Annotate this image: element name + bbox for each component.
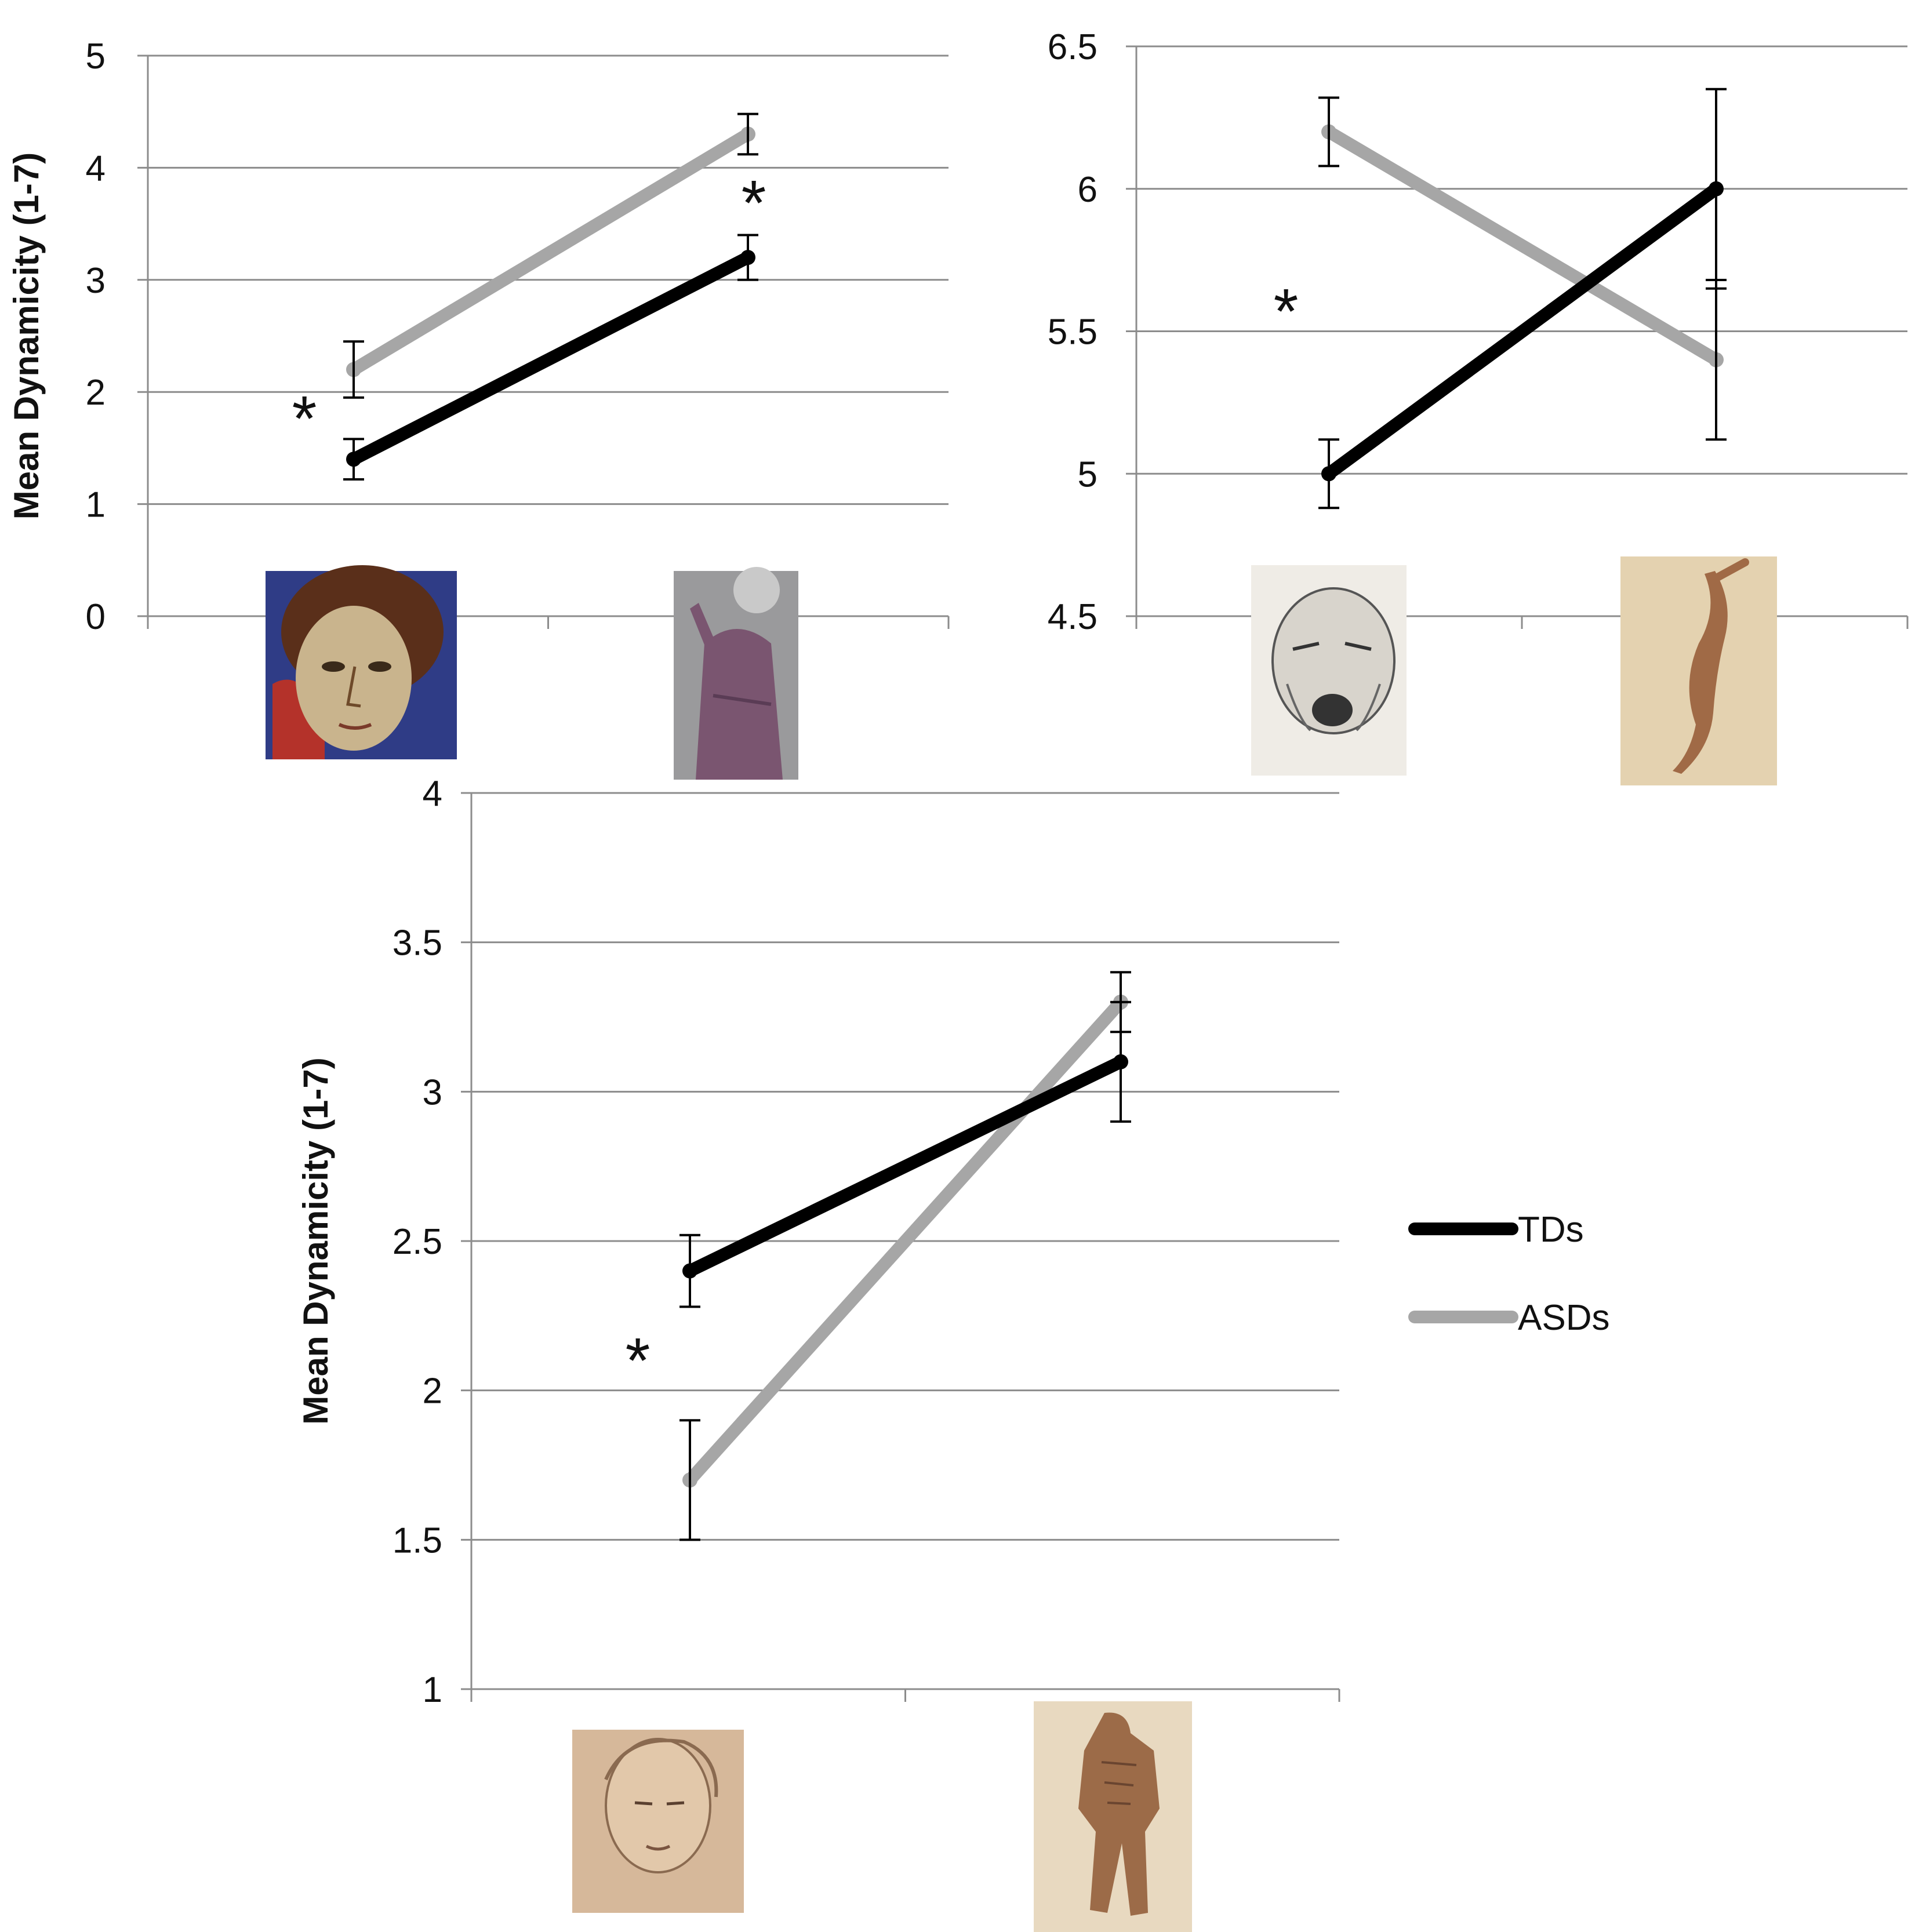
series-line-tds	[347, 251, 754, 466]
hair	[604, 1738, 718, 1798]
y-tick-label: 5	[1078, 454, 1098, 494]
y-tick-label: 0	[86, 597, 106, 637]
artwork-thumbnails	[266, 556, 1777, 1932]
artwork-leonardo-head	[1251, 565, 1407, 776]
series-line-asds	[1322, 125, 1723, 366]
y-tick-label: 1.5	[393, 1520, 442, 1560]
eye-right	[368, 661, 391, 672]
y-tick-label: 4	[86, 148, 106, 188]
y-tick-label: 1	[86, 485, 106, 525]
significance-star: *	[626, 1325, 651, 1396]
y-tick-label: 3.5	[393, 923, 442, 963]
series-line-tds	[1322, 182, 1723, 481]
y-tick-label: 4	[423, 774, 442, 814]
raised-arm	[1709, 558, 1749, 584]
eye-left	[322, 661, 345, 672]
mouth	[338, 723, 372, 730]
charts-layer: 0 1 2 3 4 5 Mean Dynamicity (1-7) * * 4.5 5 5.5 6 6.5…	[7, 27, 1909, 1710]
y-tick-label: 3	[86, 261, 106, 301]
brows	[1292, 642, 1372, 651]
raised-arm	[690, 603, 716, 655]
artwork-michelangelo-nude	[1034, 1701, 1192, 1932]
figure-body	[1078, 1712, 1160, 1916]
wrinkles	[1286, 683, 1381, 732]
y-tick-label: 6.5	[1048, 27, 1098, 67]
face-outline	[605, 1738, 711, 1873]
significance-star: *	[1274, 276, 1299, 347]
y-tick-label: 6	[1078, 170, 1098, 210]
head-outline	[1271, 587, 1396, 734]
legend-label-tds: TDs	[1518, 1210, 1584, 1250]
artwork-giotto-figure	[674, 567, 798, 780]
y-tick-label: 5.5	[1048, 312, 1098, 352]
mouth	[645, 1844, 671, 1851]
muscle-lines	[1101, 1761, 1137, 1805]
series-line-tds	[684, 1055, 1127, 1278]
artwork-michelangelo-figure	[1620, 556, 1777, 785]
artwork-giotto-face	[266, 565, 457, 759]
series-line-asds	[684, 995, 1127, 1487]
chart-2: 4.5 5 5.5 6 6.5 *	[1048, 27, 1909, 637]
significance-star: *	[742, 168, 766, 239]
chart-1: 0 1 2 3 4 5 Mean Dynamicity (1-7) * *	[7, 37, 950, 637]
open-mouth	[1312, 694, 1353, 726]
legend: TDs ASDs	[1408, 1210, 1609, 1338]
significance-star: *	[292, 383, 317, 454]
legend-label-asds: ASDs	[1518, 1298, 1609, 1338]
y-tick-label: 2	[423, 1371, 442, 1411]
y-axis-title: Mean Dynamicity (1-7)	[296, 1057, 335, 1425]
figure-body	[1673, 571, 1728, 774]
y-tick-label: 3	[423, 1072, 442, 1112]
blurred-head	[733, 567, 780, 613]
y-tick-label: 2	[86, 373, 106, 413]
lowered-eyes	[634, 1801, 685, 1806]
nose	[346, 666, 361, 708]
y-tick-label: 5	[86, 37, 106, 77]
y-tick-label: 2.5	[393, 1222, 442, 1262]
chart-3: 1 1.5 2 2.5 3 3.5 4 Mean Dynamicity (1-7) *	[296, 774, 1340, 1710]
artwork-leonardo-woman	[572, 1730, 744, 1913]
y-axis-title: Mean Dynamicity (1-7)	[7, 152, 46, 520]
robe	[696, 629, 783, 780]
series-line-asds	[347, 128, 754, 376]
y-tick-label: 1	[423, 1670, 442, 1710]
y-tick-label: 4.5	[1048, 597, 1098, 637]
robe-fold	[713, 694, 772, 706]
